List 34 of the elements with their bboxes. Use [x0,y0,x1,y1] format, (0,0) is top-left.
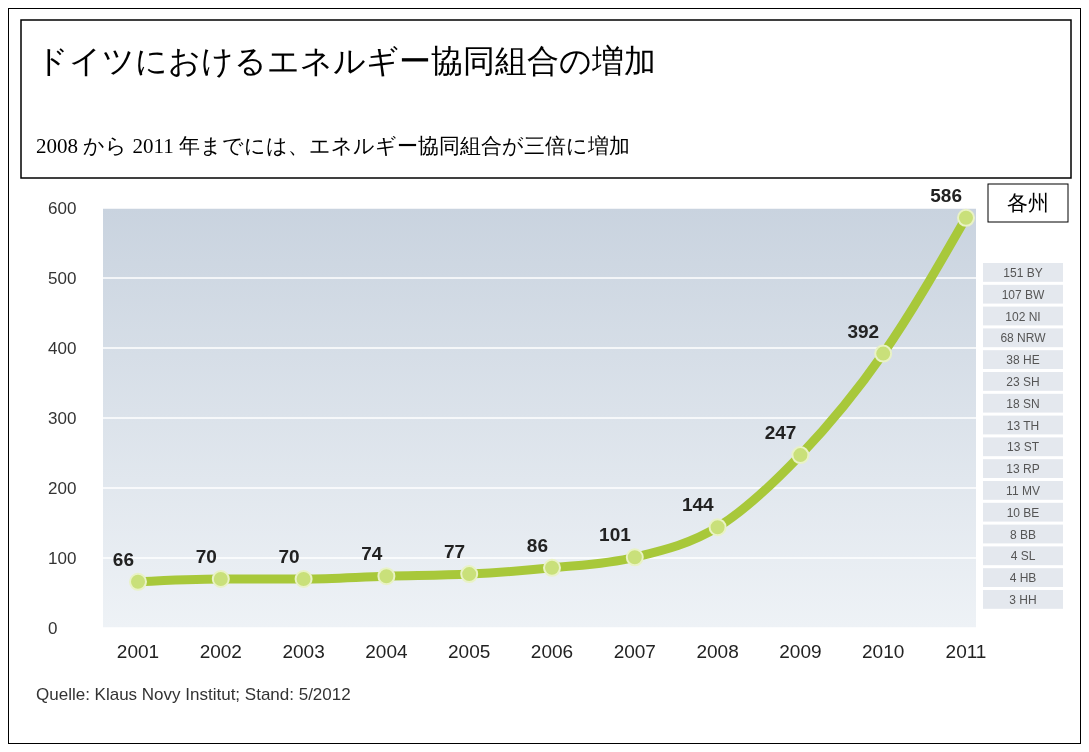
data-label: 392 [847,320,880,342]
data-label: 247 [764,422,797,444]
data-label: 86 [526,534,548,556]
data-label: 74 [361,543,383,565]
y-tick-label: 200 [48,479,77,498]
data-label: 586 [930,184,962,206]
chart-title: ドイツにおけるエネルギー協同組合の増加 [36,43,656,79]
data-label: 101 [599,524,632,546]
x-tick-label: 2004 [365,641,408,662]
y-tick-label: 0 [48,619,58,638]
x-tick-label: 2002 [199,641,242,662]
y-tick-label: 400 [48,339,77,358]
data-label: 70 [278,546,300,567]
data-label: 66 [112,548,134,570]
x-tick-label: 2006 [530,641,574,662]
x-tick-label: 2010 [862,641,905,662]
x-tick-label: 2007 [613,641,656,662]
y-tick-label: 500 [48,269,77,288]
data-label: 77 [444,541,466,563]
y-tick-label: 100 [48,549,77,568]
x-tick-label: 2001 [116,641,160,662]
x-tick-label: 2011 [945,641,987,662]
x-tick-label: 2003 [282,641,325,662]
y-tick-label: 600 [48,199,77,218]
x-tick-label: 2008 [696,641,739,662]
chart-subtitle: 2008 から 2011 年までには、エネルギー協同組合が三倍に増加 [36,134,630,158]
y-tick-label: 300 [48,409,77,428]
state-table: 151 BY 107 BW 102 NI 68 NRW 38 HE 23 SH 18 SN 13 TH 13 ST 13 RP 11 MV 10 BE 8 BB 4 SL 4 HB 3 HH [983,263,1063,609]
data-label: 70 [195,546,217,567]
source-note: Quelle: Klaus Novy Institut; Stand: 5/2012 [36,685,351,704]
x-tick-label: 2009 [779,641,822,662]
x-tick-label: 2005 [448,641,491,662]
text: 各州 [1007,191,1049,215]
data-label: 144 [681,494,715,516]
